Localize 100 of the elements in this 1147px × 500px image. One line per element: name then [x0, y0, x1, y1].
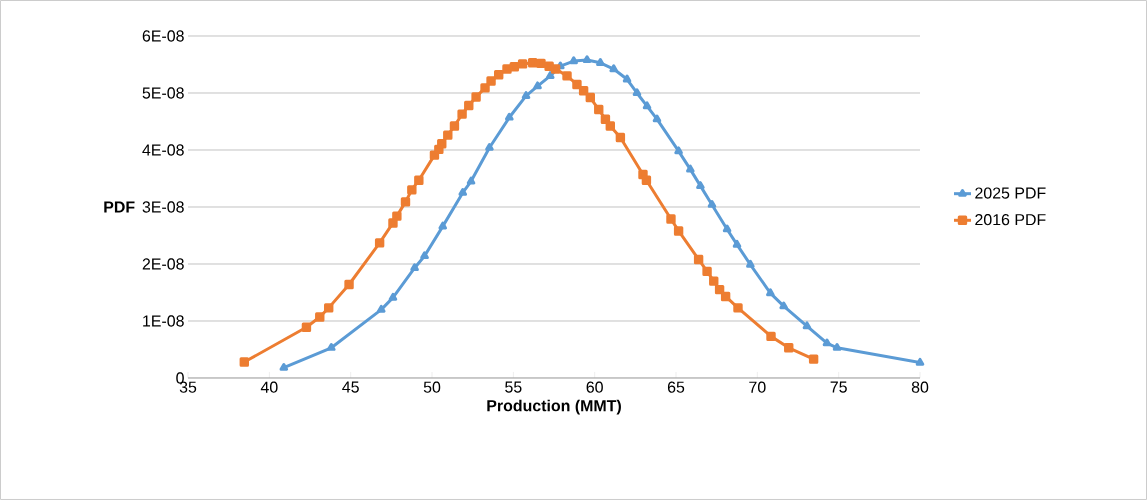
- y-tick-label: 6E-08: [142, 30, 184, 42]
- point: [766, 331, 776, 342]
- point: [457, 109, 467, 119]
- point: [666, 214, 676, 224]
- point: [578, 86, 589, 96]
- x-tick-label: 75: [830, 381, 847, 393]
- point: [392, 211, 402, 221]
- y-tick-label: 3E-08: [142, 201, 184, 213]
- legend-label: 2016 PDF: [975, 213, 1046, 226]
- point: [802, 321, 812, 330]
- point: [438, 221, 448, 230]
- point: [533, 81, 542, 90]
- point: [388, 218, 398, 228]
- point: [594, 104, 604, 115]
- point: [674, 146, 683, 155]
- x-tick-label: 40: [260, 381, 278, 393]
- point: [808, 354, 819, 364]
- point: [388, 292, 398, 301]
- point: [466, 176, 476, 185]
- point: [410, 263, 419, 272]
- point: [582, 55, 592, 64]
- point: [443, 130, 453, 140]
- x-tick-label: 55: [505, 381, 522, 393]
- y-axis-title: PDF: [104, 201, 135, 213]
- point: [400, 197, 411, 207]
- point: [521, 91, 531, 99]
- point: [585, 92, 595, 103]
- point: [609, 64, 618, 73]
- point: [414, 175, 424, 185]
- point: [485, 143, 494, 151]
- point: [327, 343, 336, 351]
- point: [642, 101, 652, 110]
- point: [652, 114, 662, 123]
- point: [622, 74, 632, 83]
- point: [822, 338, 832, 347]
- point: [536, 58, 546, 69]
- point: [722, 224, 732, 233]
- point: [696, 181, 705, 189]
- y-tick-label: 5E-08: [142, 87, 184, 99]
- x-tick-label: 65: [667, 381, 685, 393]
- point: [464, 100, 474, 111]
- point: [550, 64, 561, 74]
- point: [239, 357, 249, 367]
- y-tick-label: 4E-08: [142, 144, 184, 156]
- point: [720, 291, 731, 302]
- point: [494, 70, 504, 80]
- point: [517, 59, 528, 69]
- x-tick-label: 50: [423, 381, 441, 393]
- x-tick-label: 70: [749, 381, 766, 393]
- point: [605, 121, 615, 131]
- point: [301, 322, 312, 332]
- x-tick-label: 45: [342, 381, 359, 393]
- point: [407, 185, 417, 195]
- point: [502, 64, 512, 74]
- point: [486, 76, 496, 86]
- point: [766, 288, 775, 297]
- x-tick-label: 80: [911, 381, 929, 393]
- point: [544, 61, 554, 71]
- point: [632, 88, 642, 97]
- legend-label: 2025 PDF: [975, 187, 1046, 199]
- point: [509, 62, 520, 72]
- point: [714, 284, 725, 295]
- point: [709, 276, 719, 286]
- point: [733, 303, 743, 313]
- point: [915, 357, 925, 366]
- point: [374, 238, 385, 248]
- point: [528, 58, 538, 68]
- point: [437, 139, 447, 149]
- point: [315, 312, 325, 322]
- point: [279, 363, 289, 371]
- point: [686, 164, 695, 173]
- point: [641, 175, 652, 185]
- point: [732, 239, 742, 248]
- point: [449, 121, 460, 131]
- y-tick-label: 2E-08: [142, 258, 184, 270]
- point: [693, 254, 704, 265]
- point: [673, 226, 684, 236]
- point: [784, 343, 794, 353]
- point: [505, 112, 514, 121]
- x-tick-label: 60: [586, 381, 603, 393]
- point: [832, 343, 842, 351]
- point: [480, 83, 490, 93]
- point: [562, 71, 572, 81]
- point: [615, 132, 626, 143]
- point: [458, 188, 468, 196]
- point: [324, 303, 334, 313]
- point: [376, 304, 386, 313]
- point: [779, 301, 788, 310]
- point: [420, 251, 429, 260]
- point: [707, 200, 717, 208]
- point: [471, 92, 481, 102]
- point: [746, 259, 755, 268]
- point: [596, 58, 605, 66]
- x-axis-title: Production (MMT): [487, 399, 621, 415]
- point: [702, 266, 712, 277]
- point: [572, 79, 582, 90]
- point: [569, 56, 578, 65]
- point: [344, 279, 354, 290]
- y-tick-label: 1E-08: [143, 315, 184, 327]
- point: [546, 71, 555, 79]
